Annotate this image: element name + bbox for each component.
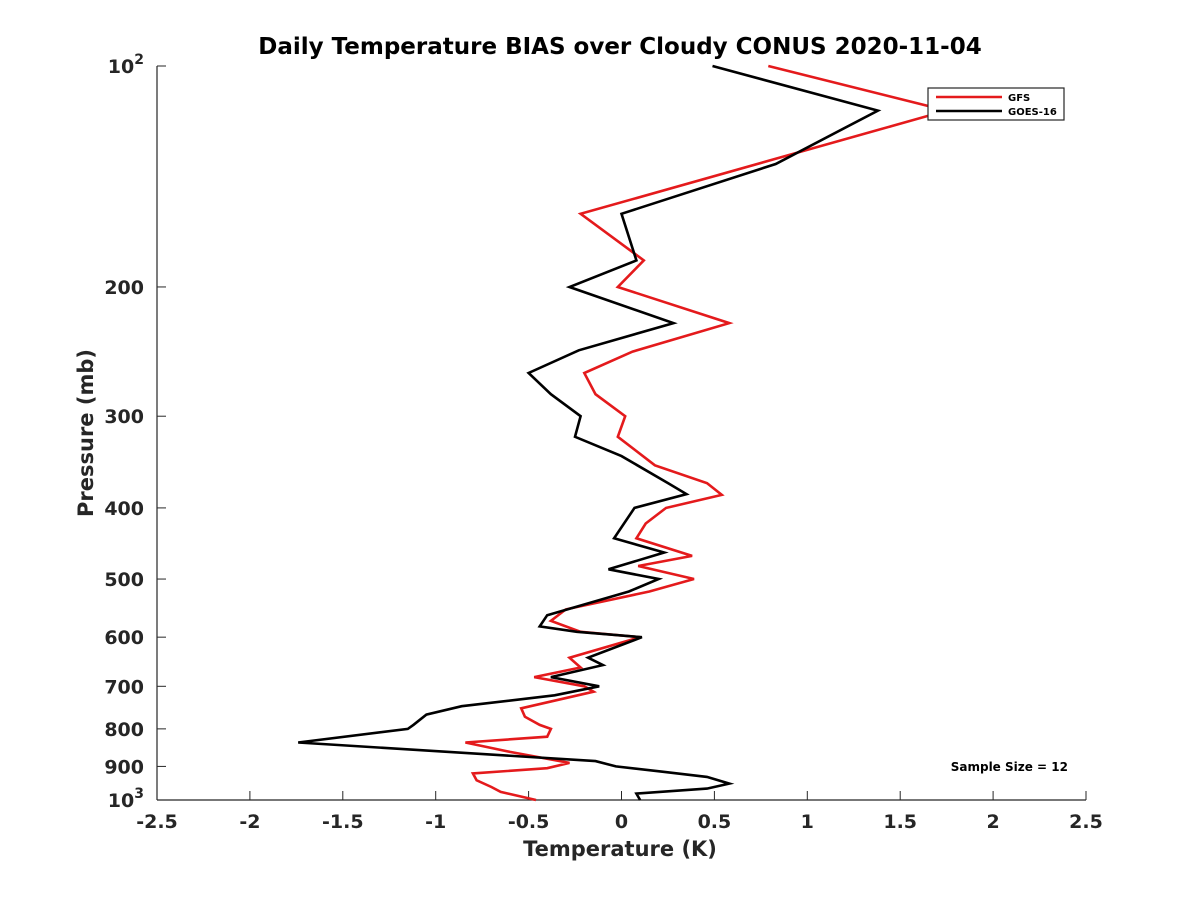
legend-label: GFS bbox=[1008, 93, 1030, 104]
y-tick-label: 103 bbox=[108, 786, 144, 812]
series-line-gfs bbox=[465, 64, 952, 802]
y-tick-label: 800 bbox=[104, 719, 144, 741]
x-tick-label: -1 bbox=[425, 811, 446, 833]
y-tick-label: 102 bbox=[108, 52, 144, 78]
x-tick-label: -0.5 bbox=[508, 811, 550, 833]
y-axis-ticks: 102 200 300 400 500 600 700 800 900 103 bbox=[104, 52, 166, 812]
y-tick-label: 700 bbox=[104, 676, 144, 698]
series-lines bbox=[298, 64, 952, 802]
x-tick-label: 0.5 bbox=[698, 811, 732, 833]
series-line-goes-16 bbox=[298, 64, 882, 801]
legend: GFS GOES-16 bbox=[927, 87, 1065, 121]
chart-title: Daily Temperature BIAS over Cloudy CONUS… bbox=[258, 34, 981, 60]
x-tick-label: -2 bbox=[239, 811, 260, 833]
y-tick-label: 600 bbox=[104, 627, 144, 649]
x-tick-label: -2.5 bbox=[136, 811, 178, 833]
y-tick-label: 400 bbox=[104, 498, 144, 520]
y-tick-label: 900 bbox=[104, 756, 144, 778]
x-tick-label: 1.5 bbox=[883, 811, 917, 833]
y-tick-label: 300 bbox=[104, 406, 144, 428]
y-axis-label: Pressure (mb) bbox=[74, 349, 98, 517]
y-tick-label: 500 bbox=[104, 569, 144, 591]
x-tick-label: 2.5 bbox=[1069, 811, 1103, 833]
legend-box bbox=[927, 87, 1065, 121]
sample-size-annotation: Sample Size = 12 bbox=[951, 760, 1068, 774]
plot-area bbox=[156, 66, 1086, 801]
y-tick-label: 200 bbox=[104, 277, 144, 299]
x-tick-label: 1 bbox=[801, 811, 814, 833]
x-axis-label: Temperature (K) bbox=[523, 837, 717, 861]
x-tick-label: 2 bbox=[986, 811, 999, 833]
x-axis-ticks: -2.5 -2 -1.5 -1 -0.5 0 0.5 1 1.5 2 2.5 bbox=[136, 791, 1103, 833]
legend-label: GOES-16 bbox=[1008, 107, 1057, 118]
x-tick-label: 0 bbox=[615, 811, 628, 833]
x-tick-label: -1.5 bbox=[322, 811, 364, 833]
